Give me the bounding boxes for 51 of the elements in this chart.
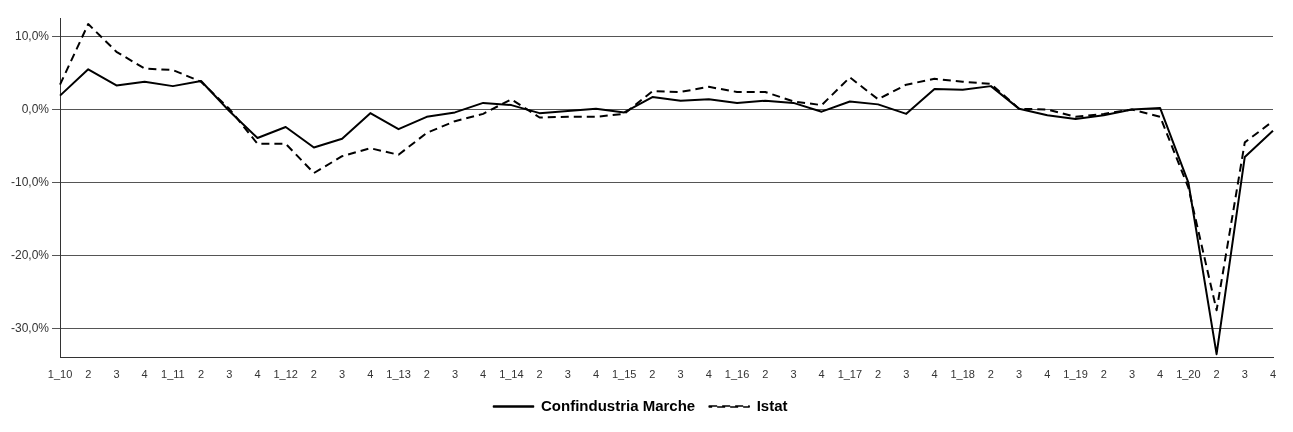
x-tick-label: 4 [818,368,825,381]
y-tick-label: -30,0% [10,320,50,335]
x-tick-label: 4 [141,368,148,381]
x-tick-label: 1_17 [837,368,863,381]
x-tick-label: 3 [1016,368,1023,381]
y-tick-label: 0,0% [21,101,50,116]
x-tick-label: 2 [198,368,205,381]
x-tick-label: 2 [987,368,994,381]
x-tick-label: 3 [564,368,571,381]
x-tick-label: 4 [254,368,261,381]
x-tick-label: 2 [762,368,769,381]
x-tick-label: 4 [592,368,600,381]
x-tick-label: 2 [875,368,882,381]
x-tick-label: 4 [931,368,938,381]
x-tick-label: 1_15 [611,368,637,381]
y-tick-label: -20,0% [10,247,50,262]
x-tick-label: 1_12 [273,368,298,381]
x-tick-label: 2 [1100,368,1107,381]
x-tick-label: 1_13 [386,368,411,381]
legend-label: Confindustria Marche [540,396,696,414]
x-tick-label: 4 [480,368,487,381]
x-tick-label: 3 [339,368,346,381]
x-tick-label: 2 [423,368,430,381]
x-tick-label: 3 [1128,368,1136,381]
x-tick-label: 1_14 [499,368,524,381]
x-tick-label: 4 [1157,368,1164,381]
x-tick-label: 1_10 [47,368,73,381]
x-tick-label: 1_11 [161,368,185,381]
x-tick-label: 4 [367,368,374,381]
x-tick-label: 4 [705,368,712,381]
x-tick-label: 2 [649,368,656,381]
x-tick-label: 3 [226,368,233,381]
x-tick-label: 4 [1269,368,1277,381]
y-tick-label: 10,0% [14,28,50,43]
y-tick-label: -10,0% [10,174,50,189]
x-tick-label: 4 [1044,368,1051,381]
x-tick-label: 3 [903,368,910,381]
x-tick-label: 3 [451,368,459,381]
x-tick-label: 2 [85,368,92,381]
x-tick-label: 2 [310,368,317,381]
x-tick-label: 1_16 [724,368,750,381]
x-tick-label: 3 [790,368,797,381]
x-tick-label: 1_19 [1063,368,1088,381]
x-tick-label: 1_20 [1176,368,1201,381]
x-tick-label: 3 [1241,368,1248,381]
x-tick-label: 1_18 [950,368,975,381]
x-tick-label: 2 [536,368,543,381]
x-tick-label: 2 [1213,368,1220,381]
x-tick-label: 3 [677,368,684,381]
x-tick-label: 3 [113,368,120,381]
legend-label: Istat [756,396,788,414]
